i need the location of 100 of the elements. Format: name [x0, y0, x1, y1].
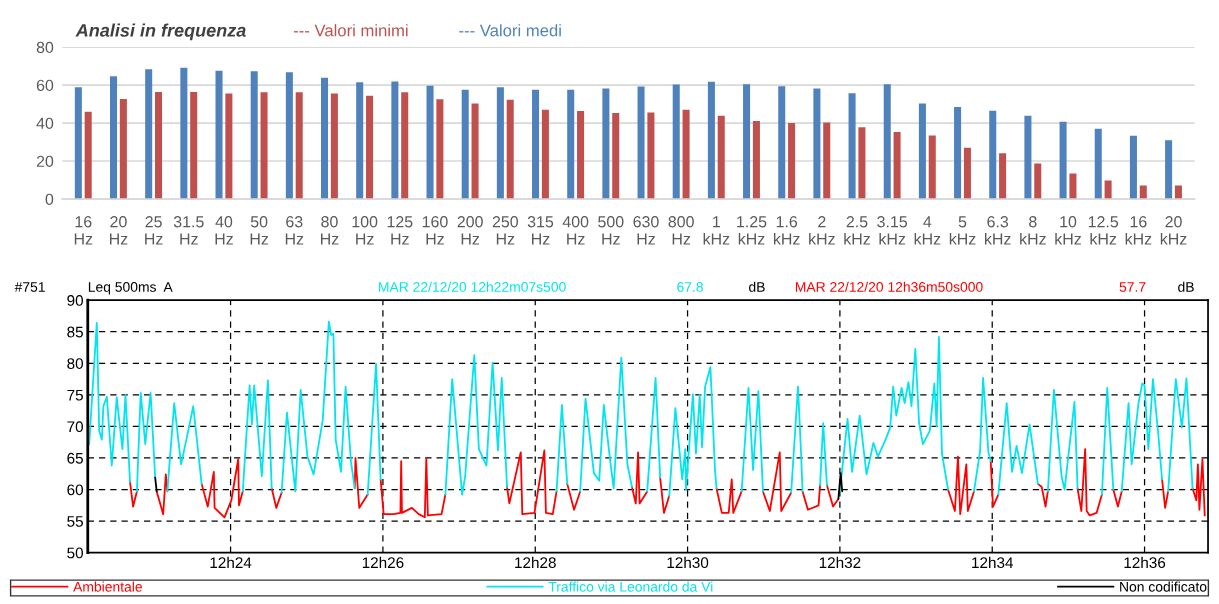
bar [461, 89, 469, 200]
y-tick-label: 80 [67, 358, 84, 369]
bar [567, 89, 575, 200]
bar [858, 127, 866, 200]
bar [436, 99, 444, 200]
text: --- Valori medi [459, 24, 561, 37]
bar [471, 103, 479, 200]
x-tick-label: 8 kHz [1020, 216, 1046, 245]
y-tick-label: 0 [45, 193, 54, 205]
bar [145, 69, 153, 200]
bar [496, 87, 504, 200]
x-tick-label: 2.5 kHz [844, 216, 870, 245]
bar [823, 122, 831, 200]
x-tick-label: 4 kHz [914, 216, 941, 245]
bar [532, 89, 540, 200]
bar [743, 84, 751, 200]
text: MAR 22/12/20 12h36m50s000 [795, 281, 983, 292]
bar [190, 91, 198, 200]
bar [356, 82, 364, 200]
text: dB [749, 281, 765, 292]
bar [577, 110, 585, 200]
bar [391, 81, 399, 200]
bar [813, 88, 821, 200]
y-tick-label: 55 [67, 516, 83, 527]
bar [285, 72, 293, 200]
bar [401, 92, 409, 200]
bar [602, 88, 610, 200]
x-tick-label: 40 Hz [215, 216, 233, 245]
x-tick-label: 16 Hz [74, 216, 93, 245]
bar [778, 86, 786, 200]
bar [119, 98, 127, 200]
x-tick-label: 400 Hz [562, 216, 589, 245]
x-tick-label: 1.25 kHz [737, 216, 767, 245]
x-tick-label: 12h26 [362, 556, 404, 569]
x-tick-label: 250 Hz [492, 216, 518, 245]
y-tick-label: 70 [67, 421, 84, 433]
x-tick-label: 63 Hz [285, 216, 304, 245]
x-tick-label: 1.6 kHz [773, 216, 800, 245]
bar [260, 92, 268, 200]
x-tick-label: 2 kHz [809, 216, 835, 245]
legend-label: Traffico via Leonardo da Vi [548, 581, 713, 592]
x-tick-label: 31.5 Hz [173, 216, 204, 245]
x-tick-label: 12h24 [210, 556, 252, 568]
bar [788, 122, 796, 200]
x-tick-label: 5 kHz [949, 216, 976, 245]
x-tick-label: 100 Hz [352, 216, 378, 245]
y-tick-label: 90 [67, 295, 84, 306]
bar [215, 70, 223, 200]
x-tick-label: 20 kHz [1160, 216, 1187, 245]
bar [637, 86, 645, 200]
bar [295, 92, 303, 200]
x-tick-label: 12h28 [515, 556, 556, 569]
bar [672, 84, 680, 200]
bar [1129, 135, 1137, 200]
x-tick-label: 25 Hz [145, 216, 163, 245]
bar [612, 113, 620, 200]
bar [963, 147, 971, 200]
bar [918, 103, 926, 200]
bar [110, 76, 118, 200]
bar [330, 93, 338, 200]
y-tick-label: 85 [67, 326, 83, 338]
y-tick-label: 20 [36, 155, 54, 167]
text: Leq 500ms A [88, 282, 173, 295]
bar [321, 77, 329, 200]
x-tick-label: 800 Hz [668, 216, 694, 245]
y-tick-label: 80 [36, 41, 54, 54]
x-tick-label: 16 kHz [1125, 216, 1152, 245]
bar [999, 153, 1007, 200]
x-tick-label: 6.3 kHz [984, 216, 1011, 245]
bar [682, 109, 690, 200]
x-tick-label: 12h30 [667, 556, 709, 569]
bar [1165, 140, 1173, 200]
y-tick-label: 75 [67, 389, 83, 401]
text: MAR 22/12/20 12h22m07s500 [379, 281, 566, 292]
x-tick-label: 1 kHz [703, 216, 730, 245]
x-tick-label: 200 Hz [457, 216, 483, 245]
y-tick-label: 60 [36, 79, 54, 92]
y-tick-label: 40 [36, 117, 54, 130]
bar [1104, 180, 1112, 200]
y-tick-label: 60 [67, 484, 84, 496]
text: 67.8 [677, 282, 703, 292]
bar [893, 131, 901, 200]
bar [506, 99, 514, 200]
chart-title: Analisi in frequenza [75, 23, 246, 41]
bar [647, 112, 655, 200]
x-tick-label: 315 Hz [527, 216, 554, 245]
bar [848, 93, 856, 200]
bar [250, 71, 258, 200]
bar [1069, 173, 1077, 200]
x-tick-label: 3.15 kHz [877, 216, 908, 245]
text: #751 [14, 282, 45, 292]
x-tick-label: 12h36 [1124, 556, 1166, 569]
x-tick-label: 10 kHz [1055, 216, 1081, 245]
bar [989, 110, 997, 200]
x-tick-label: 630 Hz [633, 216, 659, 245]
x-tick-label: 50 Hz [250, 216, 269, 245]
bar [426, 85, 434, 200]
bar [225, 93, 233, 200]
legend-label: Ambientale [73, 581, 142, 592]
x-tick-label: 12h34 [972, 556, 1014, 569]
